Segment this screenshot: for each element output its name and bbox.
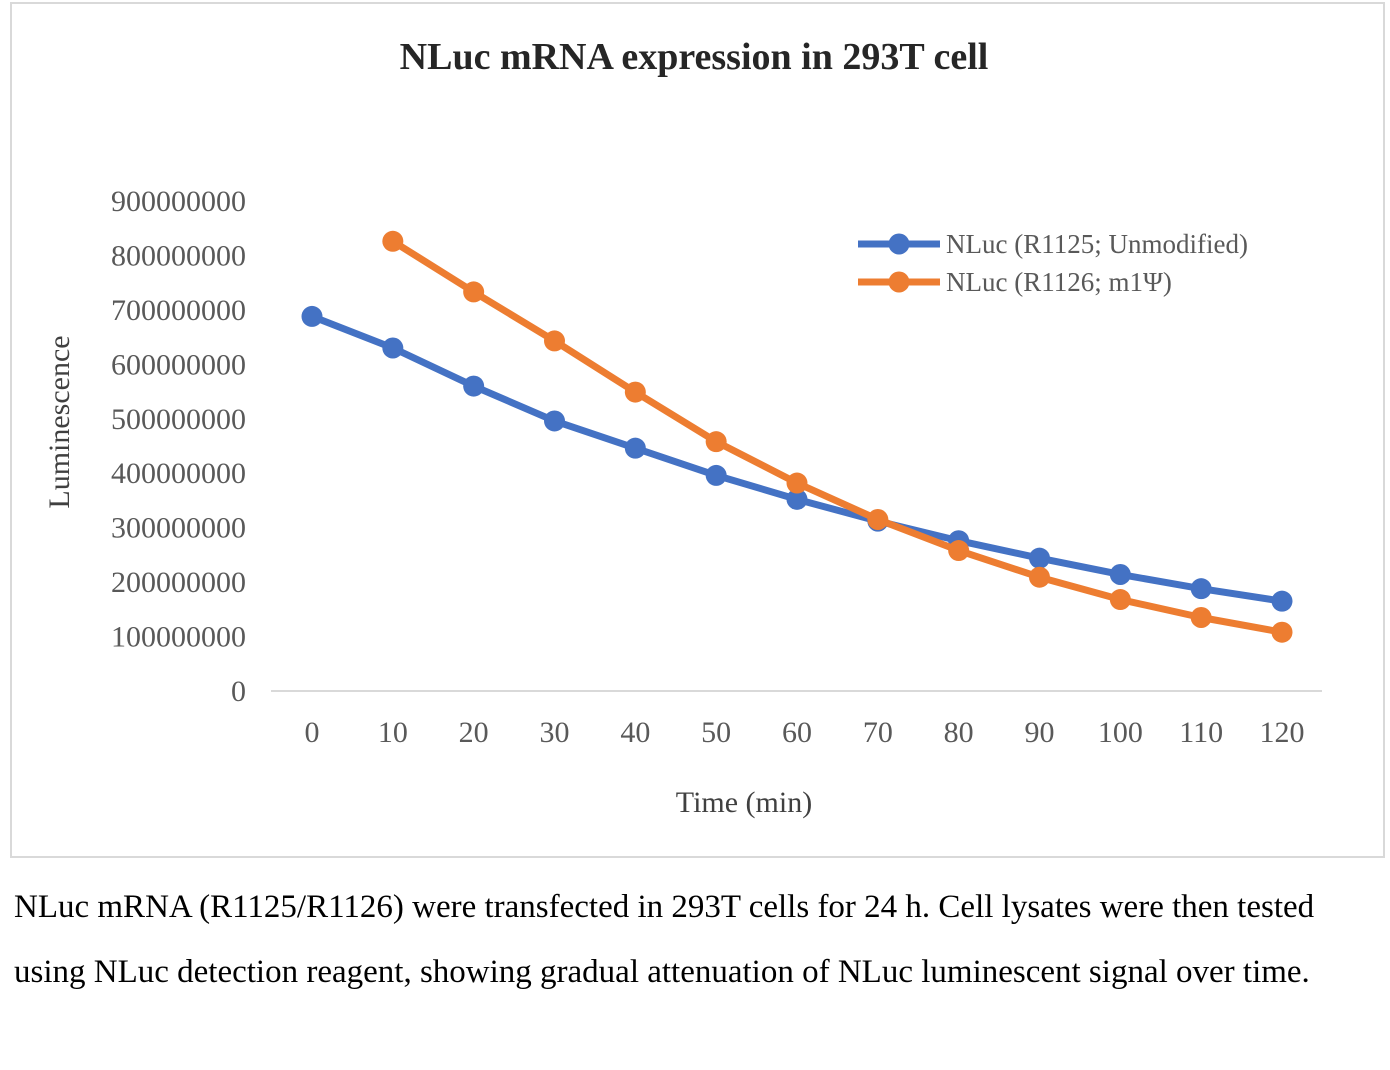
y-tick-label: 900000000	[111, 185, 246, 218]
data-point	[867, 509, 889, 530]
series-layer	[301, 230, 1293, 643]
x-tick-label: 120	[1260, 716, 1305, 749]
y-tick-label: 300000000	[111, 512, 246, 545]
data-point	[786, 472, 808, 494]
y-axis-label: Luminescence	[43, 335, 76, 508]
x-tick-label: 50	[701, 716, 731, 749]
y-tick-label: 0	[231, 675, 246, 708]
series-1	[301, 305, 1293, 612]
x-tick-label: 110	[1179, 716, 1223, 749]
data-point	[544, 410, 565, 432]
y-tick-label: 800000000	[111, 239, 246, 272]
x-tick-label: 20	[459, 716, 489, 749]
legend-label: NLuc (R1125; Unmodified)	[946, 229, 1248, 259]
x-tick-label: 0	[305, 716, 320, 749]
data-point	[705, 464, 727, 486]
data-point	[948, 540, 970, 562]
data-point	[1190, 578, 1212, 600]
legend: NLuc (R1125; Unmodified) NLuc (R1126; m1Ψ…	[858, 229, 1248, 297]
x-tick-labels: 0 10 20 30 40 50 60 70 80 90 100 110 120	[305, 716, 1305, 749]
x-tick-label: 70	[863, 716, 893, 749]
chart-title: NLuc mRNA expression in 293T cell	[400, 36, 989, 78]
data-point	[1029, 547, 1050, 569]
x-tick-label: 60	[782, 716, 812, 749]
x-tick-label: 100	[1098, 716, 1143, 749]
y-tick-label: 200000000	[111, 566, 246, 599]
figure-caption: NLuc mRNA (R1125/R1126) were transfected…	[14, 889, 1315, 990]
data-point	[544, 330, 565, 352]
x-tick-label: 80	[944, 716, 974, 749]
series-line	[390, 238, 1283, 636]
data-point	[301, 305, 323, 327]
chart-frame: NLuc mRNA expression in 293T cell Lumine…	[10, 2, 1385, 858]
series-line	[310, 313, 1283, 605]
y-tick-labels: 0 100000000 200000000 300000000 400000000 500…	[111, 185, 246, 708]
data-point	[1271, 590, 1293, 612]
x-axis-label: Time (min)	[676, 786, 812, 819]
y-tick-label: 500000000	[111, 403, 246, 436]
data-point	[1029, 566, 1050, 588]
data-point	[1109, 589, 1131, 611]
legend-marker	[888, 271, 910, 293]
x-tick-label: 90	[1025, 716, 1055, 749]
y-tick-label: 100000000	[111, 621, 246, 654]
legend-label: NLuc (R1126; m1Ψ)	[946, 267, 1172, 297]
legend-marker	[888, 233, 910, 255]
y-tick-label: 400000000	[111, 457, 246, 490]
series-2	[382, 230, 1293, 643]
x-tick-label: 30	[540, 716, 570, 749]
data-point	[1109, 563, 1131, 585]
data-point	[463, 281, 485, 303]
y-tick-label: 600000000	[111, 348, 246, 381]
data-point	[705, 431, 727, 453]
data-point	[1190, 607, 1212, 628]
data-point	[624, 381, 646, 403]
data-point	[463, 375, 485, 397]
line-chart: NLuc mRNA expression in 293T cell Lumine…	[43, 36, 1322, 819]
data-point	[382, 337, 404, 359]
y-tick-label: 700000000	[111, 294, 246, 327]
x-tick-label: 40	[620, 716, 650, 749]
x-tick-label: 10	[378, 716, 408, 749]
data-point	[624, 437, 646, 459]
data-point	[786, 488, 808, 510]
data-point	[1271, 621, 1293, 643]
data-point	[382, 230, 404, 252]
